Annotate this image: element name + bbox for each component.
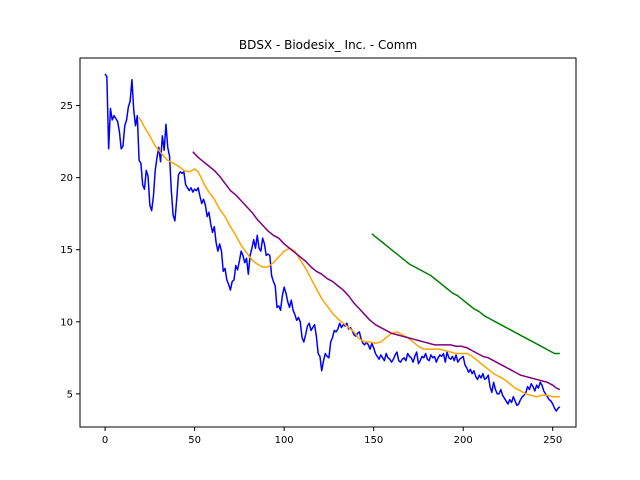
chart-title: BDSX - Biodesix_ Inc. - Comm (239, 38, 417, 52)
x-tick-label: 50 (188, 435, 201, 446)
series-line-1 (138, 116, 560, 398)
x-tick-label: 150 (364, 435, 383, 446)
series-line-3 (371, 233, 560, 355)
plot-frame (79, 57, 577, 428)
x-tick-label: 250 (543, 435, 562, 446)
x-tick-label: 200 (454, 435, 473, 446)
y-tick-label: 20 (60, 173, 73, 184)
y-tick-label: 15 (60, 245, 73, 256)
series-line-2 (192, 151, 561, 391)
series-line-0 (104, 73, 561, 412)
y-tick-label: 10 (60, 317, 73, 328)
series-layer (104, 73, 561, 412)
y-tick-label: 25 (60, 101, 73, 112)
axis-layer: 0 50 100 150 200 250 5 10 15 20 25 (60, 101, 562, 446)
x-tick-label: 0 (102, 435, 108, 446)
x-tick-label: 100 (275, 435, 294, 446)
y-tick-label: 5 (67, 389, 73, 400)
